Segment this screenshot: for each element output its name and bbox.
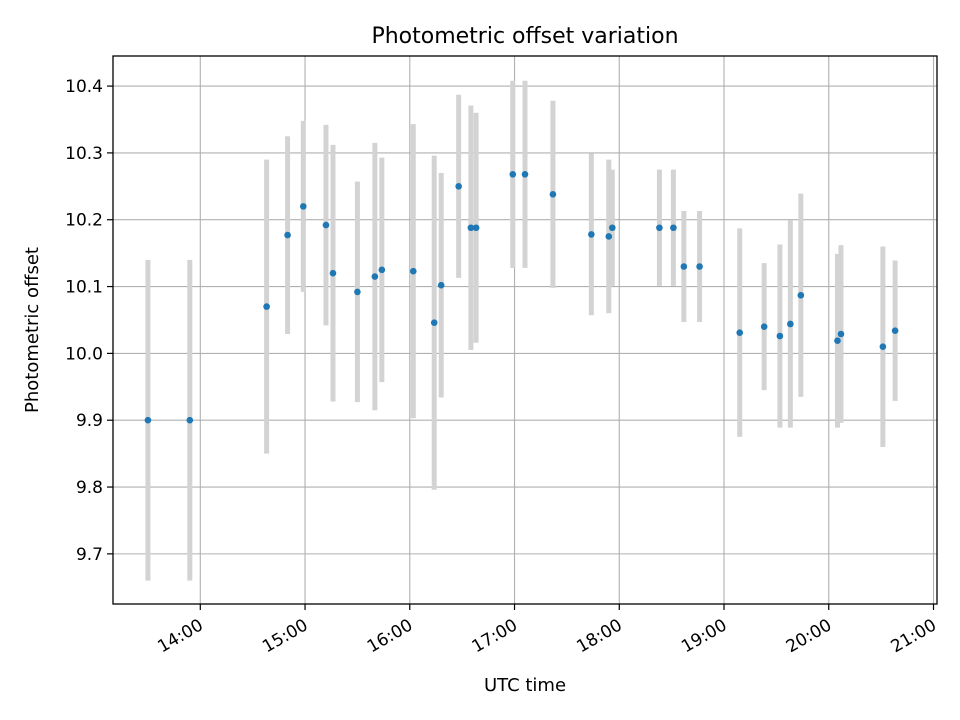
data-point [608, 224, 616, 232]
data-point [879, 343, 887, 351]
y-tick-label: 10.0 [65, 344, 103, 364]
x-tick-label: 15:00 [259, 615, 311, 657]
x-tick-label: 17:00 [469, 615, 521, 657]
plot-frame [112, 55, 938, 605]
y-axis: 9.7 9.8 9.9 10.0 10.1 10.2 10.3 10.4 [65, 77, 113, 565]
data-point [437, 281, 445, 289]
y-tick-label: 10.4 [65, 77, 103, 97]
data-point [430, 319, 438, 326]
data-points [144, 170, 899, 424]
data-point [656, 224, 663, 232]
data-point [284, 231, 291, 239]
error-bars [145, 80, 898, 581]
data-point [891, 327, 899, 334]
y-axis-title: Photometric offset [22, 247, 43, 413]
data-point [263, 303, 270, 310]
data-point [521, 170, 529, 178]
data-point [329, 269, 337, 277]
data-point [696, 263, 703, 270]
data-point [834, 337, 841, 344]
x-tick-label: 14:00 [154, 615, 206, 657]
y-tick-label: 9.7 [76, 545, 103, 565]
data-point [837, 330, 845, 338]
x-tick-label: 19:00 [678, 615, 730, 657]
data-point [144, 416, 152, 424]
x-tick-label: 20:00 [783, 615, 835, 657]
data-point [378, 266, 386, 274]
chart-title: Photometric offset variation [371, 24, 678, 49]
data-point [322, 221, 330, 229]
data-point [797, 291, 805, 299]
y-tick-label: 9.9 [76, 411, 103, 431]
y-tick-label: 10.3 [65, 144, 103, 164]
data-point [605, 233, 613, 240]
x-tick-label: 16:00 [364, 615, 416, 657]
x-axis: 14:00 15:00 16:00 17:00 18:00 19:00 20:00 21:00 [154, 604, 940, 657]
data-point [409, 267, 417, 275]
data-point [509, 170, 517, 178]
data-point [371, 273, 379, 280]
data-point [354, 288, 361, 296]
data-point [760, 323, 768, 330]
data-point [455, 183, 462, 190]
data-point [787, 320, 794, 328]
x-tick-label: 21:00 [888, 615, 940, 657]
data-point [736, 329, 744, 336]
data-point [588, 231, 595, 238]
data-point [670, 224, 677, 232]
x-axis-title: UTC time [484, 675, 566, 696]
data-point [299, 203, 307, 210]
data-point [472, 224, 480, 232]
y-tick-label: 9.8 [76, 478, 103, 498]
data-point [776, 332, 784, 340]
data-point [549, 191, 557, 198]
y-tick-label: 10.2 [65, 211, 103, 231]
y-tick-label: 10.1 [65, 278, 103, 298]
data-point [467, 224, 475, 232]
data-point [680, 263, 688, 270]
data-point [186, 416, 194, 424]
x-tick-label: 18:00 [573, 615, 625, 657]
